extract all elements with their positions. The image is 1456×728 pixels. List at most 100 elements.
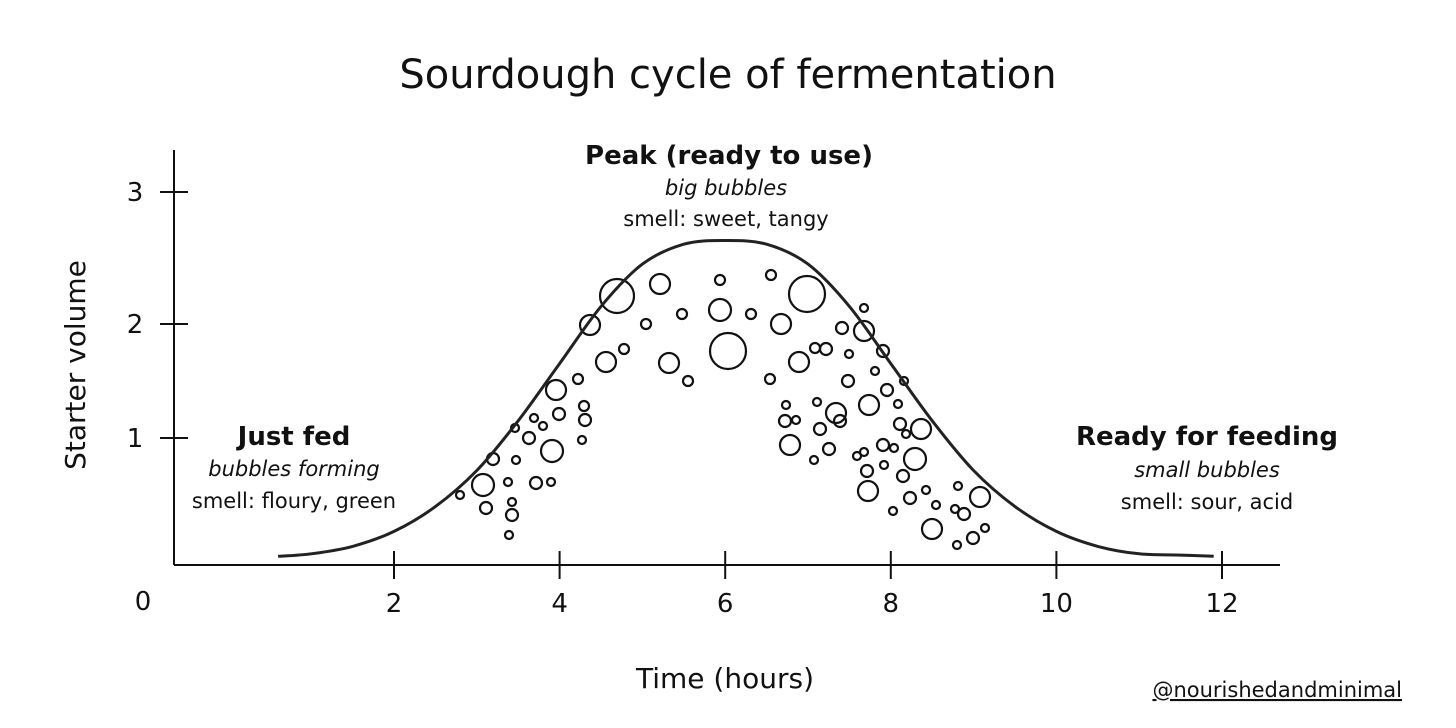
x-tick-label: 2	[386, 589, 403, 619]
y-tick-label: 2	[127, 310, 144, 340]
annotation-detail: small bubbles	[1134, 458, 1280, 482]
bubble-icon	[544, 378, 568, 402]
bubble-icon	[840, 373, 856, 389]
annotation-heading: Just fed	[236, 422, 351, 452]
bubble-icon	[898, 375, 910, 387]
bubble-icon	[504, 507, 520, 523]
bubble-icon	[528, 475, 544, 491]
bubble-icon	[965, 530, 981, 546]
bubble-icon	[852, 319, 876, 343]
bubble-icon	[777, 413, 793, 429]
bubble-icon	[521, 430, 537, 446]
bubble-icon	[818, 341, 834, 357]
bubble-icon	[790, 414, 802, 426]
annotation-just-fed: Just fed bubbles forming smell: floury, …	[192, 422, 396, 513]
bubble-icon	[510, 454, 522, 466]
bubble-icon	[887, 505, 899, 517]
x-tick-label: 10	[1040, 589, 1073, 619]
x-axis-label: Time (hours)	[635, 662, 814, 695]
y-axis-label: Starter volume	[59, 260, 92, 470]
bubble-icon	[506, 496, 518, 508]
bubble-icon	[832, 413, 848, 429]
bubble-icon	[930, 499, 942, 511]
bubble-icon	[892, 398, 904, 410]
annotation-ready-for-feeding: Ready for feeding small bubbles smell: s…	[1076, 422, 1338, 514]
chart-title: Sourdough cycle of fermentation	[399, 52, 1056, 98]
bubble-icon	[503, 529, 515, 541]
y-tick-label: 3	[127, 178, 144, 208]
x-tick-label: 6	[717, 589, 734, 619]
bubble-icon	[824, 401, 848, 425]
bubble-icon	[639, 317, 653, 331]
bubble-icon	[708, 331, 748, 371]
bubble-icon	[856, 479, 880, 503]
bubble-icon	[875, 437, 891, 453]
annotation-smell: smell: sweet, tangy	[623, 207, 828, 231]
bubble-icon	[537, 420, 549, 432]
bubble-icon	[843, 348, 855, 360]
bubble-icon	[681, 374, 695, 388]
bubble-icon	[968, 485, 992, 509]
volume-curve	[277, 238, 1214, 558]
x-tick-label: 8	[883, 589, 900, 619]
bubble-icon	[780, 399, 792, 411]
bubble-icon	[744, 307, 758, 321]
annotation-smell: smell: floury, green	[192, 489, 396, 513]
bubble-icon	[879, 382, 895, 398]
annotation-detail: big bubbles	[665, 176, 787, 200]
bubble-icon	[648, 272, 672, 296]
x-tick-label: 4	[551, 589, 568, 619]
bubble-icon	[952, 480, 964, 492]
bubble-icon	[576, 434, 588, 446]
bubble-icon	[478, 500, 494, 516]
y-ticks: 1 2 3	[127, 178, 188, 454]
bubble-icon	[895, 468, 911, 484]
bubble-icon	[878, 459, 890, 471]
bubble-icon	[778, 433, 802, 457]
bubble-icon	[769, 312, 793, 336]
x-tick-label: 0	[135, 587, 152, 617]
bubble-icon	[578, 313, 602, 337]
bubble-icon	[502, 476, 514, 488]
bubble-icon	[851, 450, 863, 462]
bubble-icon	[808, 341, 822, 355]
bubble-icon	[551, 406, 567, 422]
bubble-icon	[577, 412, 593, 428]
credit-link[interactable]: @nourishedandminimal	[1152, 678, 1402, 702]
bubbles	[454, 268, 992, 551]
bubble-icon	[577, 399, 591, 413]
annotation-smell: smell: sour, acid	[1121, 490, 1293, 514]
bubble-icon	[594, 350, 618, 374]
bubble-icon	[528, 412, 540, 424]
bubble-icon	[888, 442, 900, 454]
bubble-icon	[675, 307, 689, 321]
bubble-icon	[812, 421, 828, 437]
annotation-peak: Peak (ready to use) big bubbles smell: s…	[585, 141, 873, 231]
bubble-icon	[617, 342, 631, 356]
bubble-icon	[763, 372, 777, 386]
x-ticks: 0 2 4 6 8 10 12	[135, 551, 1239, 619]
bubble-icon	[598, 277, 636, 315]
bubble-icon	[859, 463, 875, 479]
bubble-icon	[470, 472, 496, 498]
bubble-icon	[545, 476, 557, 488]
bubble-icon	[875, 343, 891, 359]
bubble-icon	[920, 517, 944, 541]
annotation-detail: bubbles forming	[208, 457, 379, 481]
bubble-icon	[892, 416, 908, 432]
bubble-icon	[834, 320, 850, 336]
bubble-icon	[571, 372, 585, 386]
bubble-icon	[869, 365, 881, 377]
bubble-icon	[821, 441, 837, 457]
bubble-icon	[707, 297, 733, 323]
bubble-icon	[539, 438, 565, 464]
bubble-icon	[857, 393, 881, 417]
bubble-icon	[858, 302, 870, 314]
bubble-icon	[951, 539, 963, 551]
bubble-icon	[902, 446, 928, 472]
bubble-icon	[787, 350, 811, 374]
bubble-icon	[909, 417, 933, 441]
bubble-icon	[920, 484, 932, 496]
bubble-icon	[787, 274, 827, 314]
